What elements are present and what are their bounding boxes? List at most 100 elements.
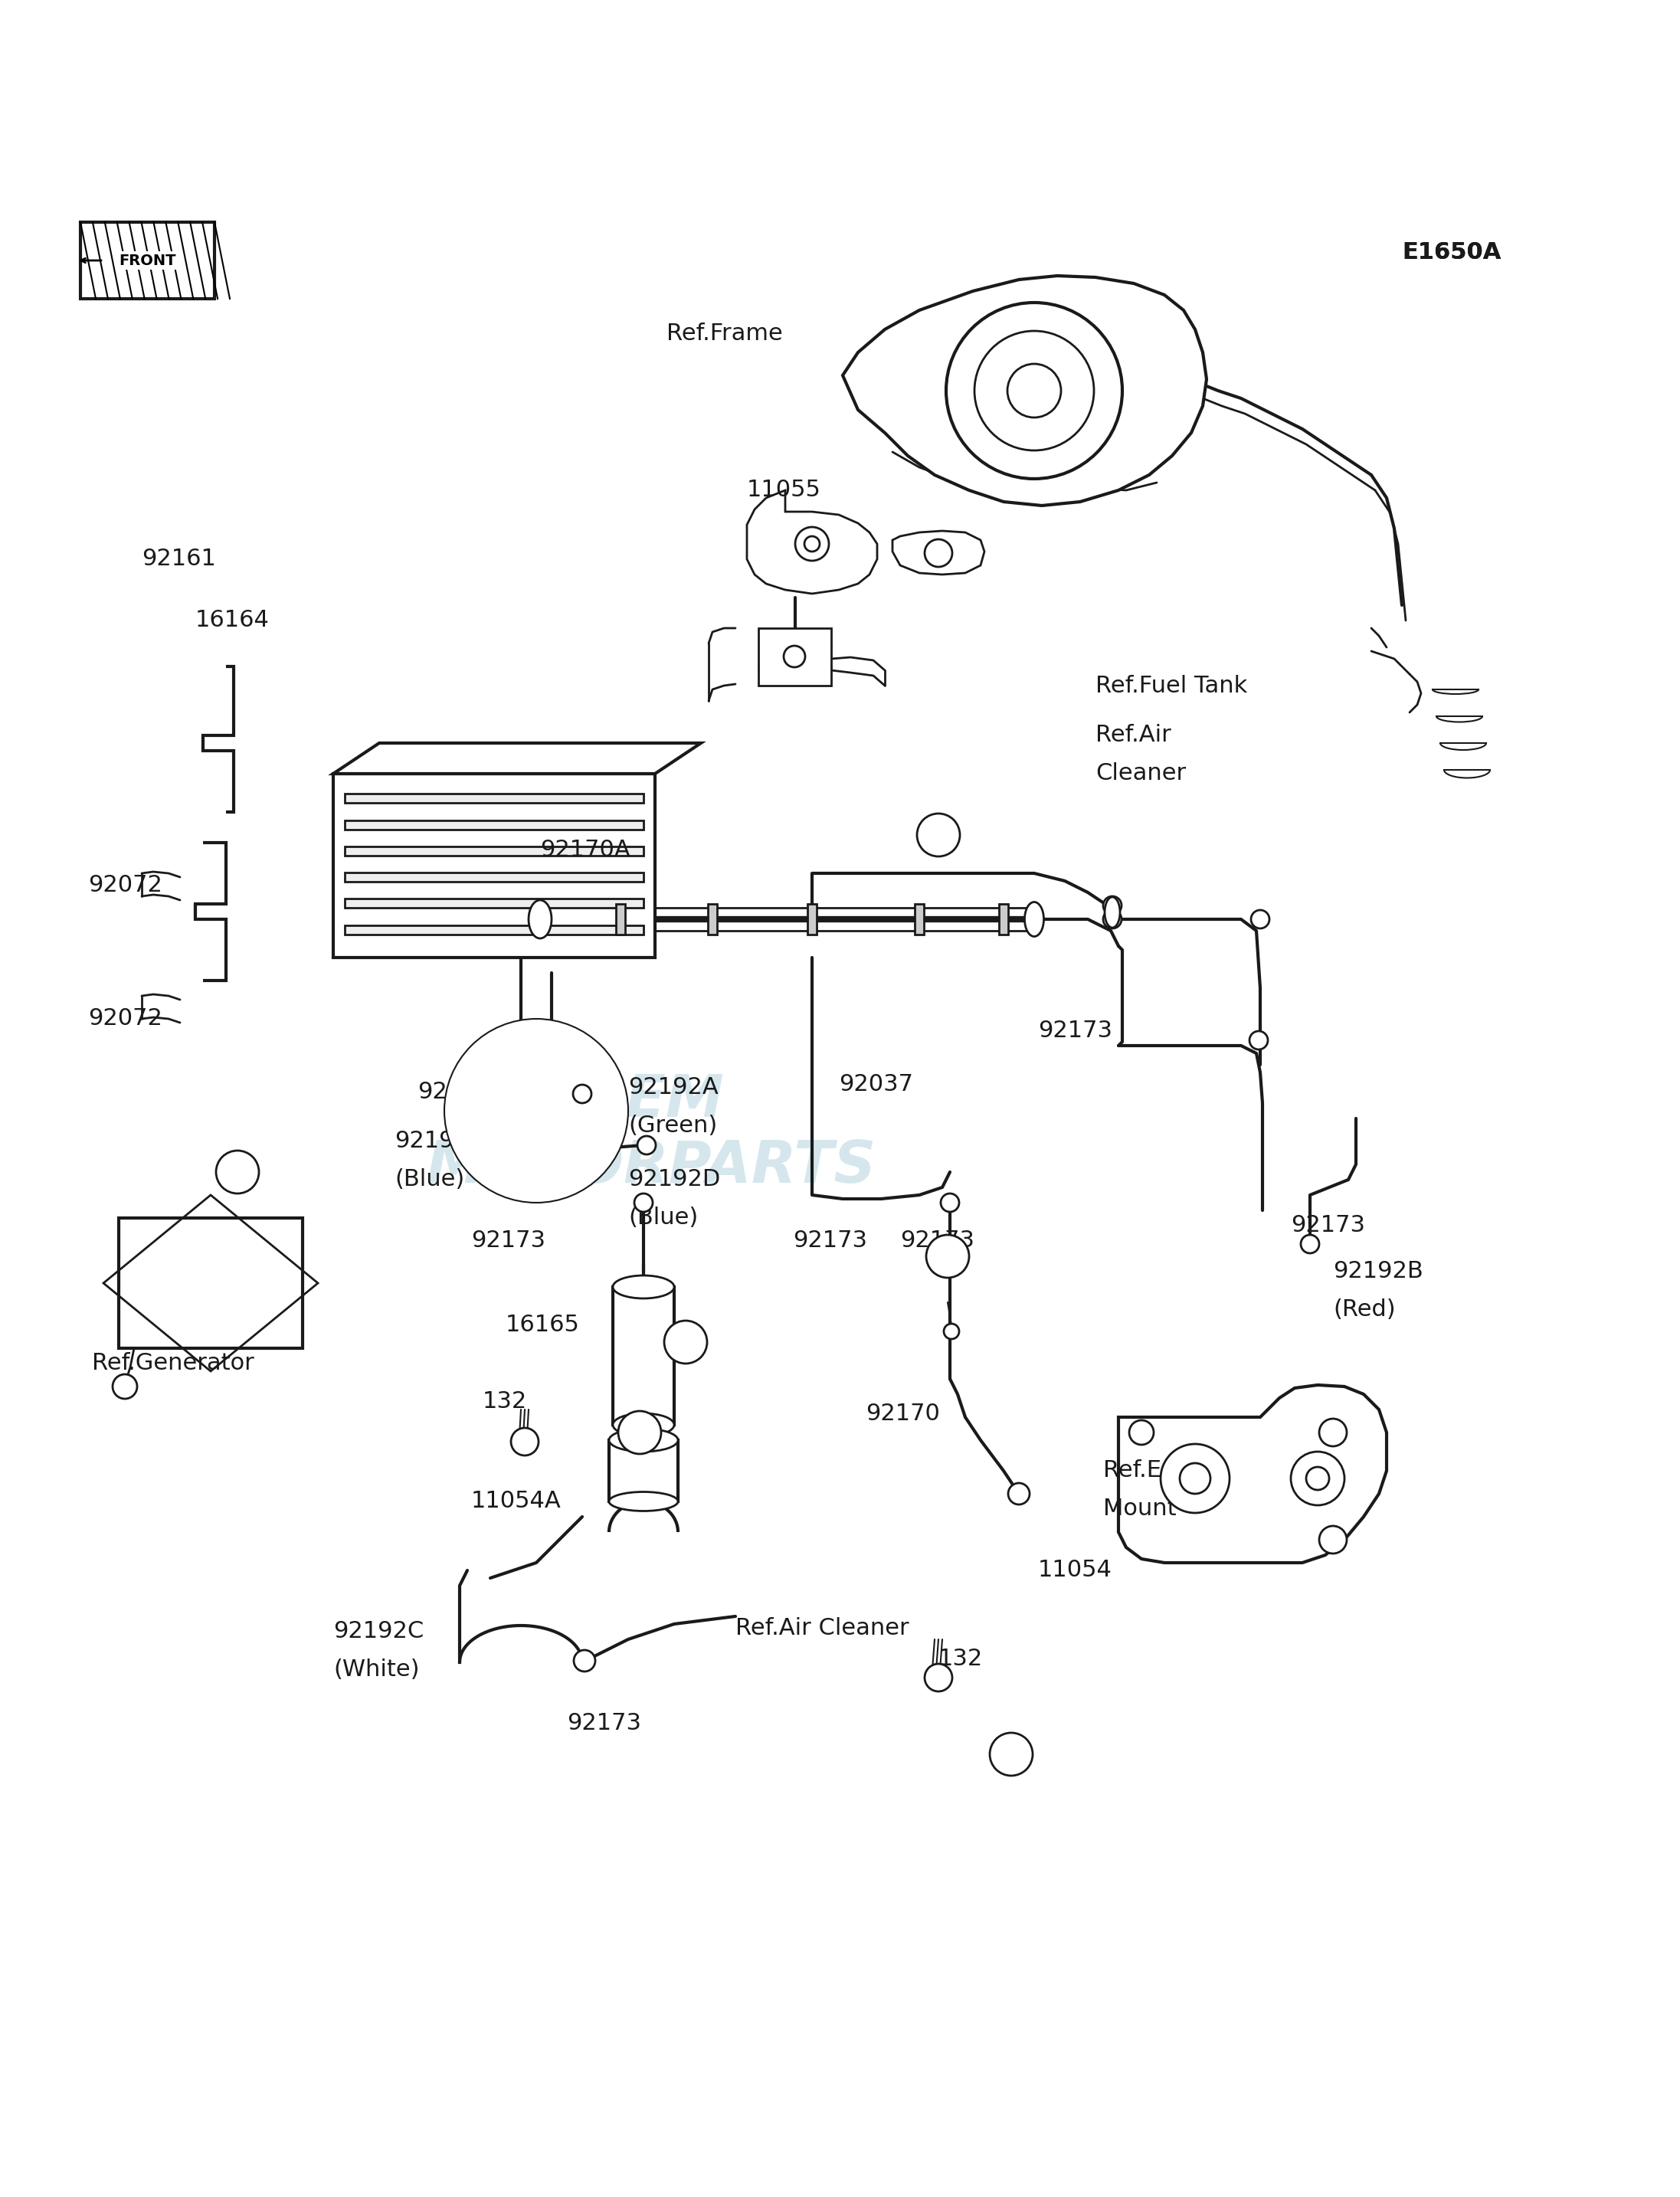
Polygon shape [892, 532, 984, 576]
Text: B: B [1006, 1747, 1016, 1762]
Text: A: A [942, 1250, 954, 1263]
Circle shape [575, 1650, 595, 1672]
Text: C: C [232, 1164, 244, 1180]
Circle shape [783, 646, 805, 668]
Circle shape [1252, 910, 1270, 929]
Text: Cleaner: Cleaner [1095, 762, 1186, 784]
Circle shape [1129, 1419, 1154, 1446]
Circle shape [573, 1085, 591, 1103]
Text: Ref.Generator: Ref.Generator [92, 1353, 254, 1375]
Text: E1650A: E1650A [1401, 242, 1500, 264]
Circle shape [113, 1375, 138, 1399]
Text: FRONT: FRONT [119, 253, 176, 268]
Circle shape [1290, 1452, 1344, 1505]
Circle shape [444, 1019, 628, 1202]
Text: GEM
MOTORPARTS: GEM MOTORPARTS [427, 1072, 875, 1195]
Text: 92173: 92173 [1038, 1019, 1112, 1041]
Bar [1000, 903, 1008, 934]
Text: 92173: 92173 [1290, 1215, 1366, 1237]
Text: A: A [680, 1336, 692, 1349]
Text: 92173: 92173 [566, 1711, 642, 1736]
Polygon shape [843, 277, 1206, 505]
Circle shape [1250, 1030, 1268, 1050]
Ellipse shape [613, 1413, 674, 1437]
Text: 92037A: 92037A [418, 1081, 507, 1103]
Text: 11054A: 11054A [470, 1490, 561, 1512]
Bar [344, 793, 643, 804]
Text: 16164: 16164 [195, 609, 269, 631]
Text: 92192: 92192 [395, 1129, 469, 1153]
Text: 92072: 92072 [87, 1008, 163, 1030]
Circle shape [1305, 1468, 1329, 1490]
Bar [808, 903, 816, 934]
Bar [344, 846, 643, 855]
Circle shape [637, 1136, 655, 1153]
Bar [758, 628, 832, 685]
Text: 132: 132 [939, 1648, 983, 1670]
Circle shape [217, 1151, 259, 1193]
Text: Ref.Frame: Ref.Frame [667, 323, 783, 345]
Text: 16165: 16165 [506, 1314, 580, 1336]
Bar [617, 903, 625, 934]
Polygon shape [1119, 1384, 1386, 1562]
Circle shape [795, 527, 828, 560]
Text: 92072: 92072 [87, 874, 163, 896]
Text: 11054: 11054 [1038, 1560, 1112, 1582]
Text: 92173: 92173 [900, 1230, 974, 1252]
Text: 92173: 92173 [793, 1230, 867, 1252]
Bar [613, 1287, 674, 1426]
Circle shape [664, 1320, 707, 1364]
Polygon shape [748, 490, 877, 593]
Circle shape [941, 1193, 959, 1213]
Circle shape [926, 1235, 969, 1279]
Text: 92037: 92037 [838, 1072, 914, 1094]
Text: (Red): (Red) [1332, 1298, 1396, 1320]
Ellipse shape [610, 1428, 679, 1452]
Circle shape [511, 1428, 539, 1454]
Text: Ref.Air Cleaner: Ref.Air Cleaner [736, 1617, 909, 1639]
Text: (Blue): (Blue) [395, 1169, 464, 1191]
Text: 92161: 92161 [141, 547, 217, 571]
Text: Ref.Fuel Tank: Ref.Fuel Tank [1095, 674, 1247, 696]
Circle shape [1008, 365, 1062, 417]
Bar [81, 222, 215, 299]
Circle shape [917, 813, 959, 857]
Bar [610, 1441, 679, 1501]
Circle shape [1300, 1235, 1319, 1252]
Circle shape [635, 1193, 654, 1213]
Bar [344, 872, 643, 881]
Ellipse shape [1025, 903, 1043, 936]
Text: (Blue): (Blue) [628, 1206, 699, 1228]
Bar [119, 1217, 302, 1349]
Text: 92173: 92173 [470, 1230, 546, 1252]
Circle shape [990, 1733, 1033, 1775]
Circle shape [1104, 910, 1122, 929]
Text: 11055: 11055 [748, 479, 822, 501]
Circle shape [1008, 1483, 1030, 1505]
Text: (White): (White) [333, 1659, 420, 1681]
Circle shape [805, 536, 820, 551]
Bar [914, 903, 924, 934]
Text: 92192A: 92192A [628, 1077, 719, 1098]
Text: Ref.Air: Ref.Air [1095, 725, 1171, 747]
Text: 92192C: 92192C [333, 1621, 423, 1643]
Bar [707, 903, 717, 934]
Bar [344, 899, 643, 907]
Text: E1650A: E1650A [1401, 242, 1500, 264]
Circle shape [1161, 1443, 1230, 1514]
Text: B: B [633, 1426, 645, 1439]
Circle shape [1319, 1419, 1347, 1446]
Circle shape [1179, 1463, 1210, 1494]
Polygon shape [203, 666, 234, 813]
Circle shape [1104, 896, 1122, 914]
Text: C: C [932, 828, 944, 841]
Text: 92170: 92170 [865, 1402, 939, 1424]
Circle shape [946, 303, 1122, 479]
Text: 92192D: 92192D [628, 1169, 721, 1191]
Text: 132: 132 [482, 1391, 528, 1413]
Text: (Green): (Green) [628, 1114, 717, 1138]
Circle shape [944, 1325, 959, 1338]
Bar [344, 819, 643, 828]
Text: 92170A: 92170A [539, 839, 630, 861]
Polygon shape [195, 844, 227, 980]
